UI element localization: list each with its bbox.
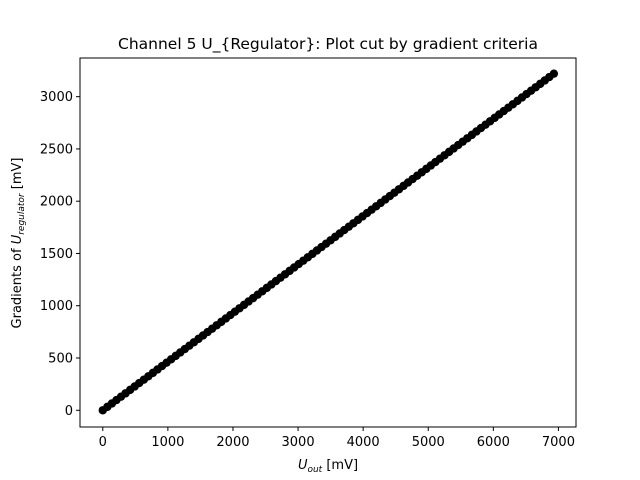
y-tick-label: 2000 [40,195,73,210]
y-tick-label: 500 [48,352,73,367]
x-tick-label: 2000 [216,435,249,450]
plot-frame [79,57,577,428]
y-tick-label: 2500 [40,142,73,157]
x-axis-label-subscript: out [307,465,322,475]
y-axis: 0 500 1000 1500 2000 2500 3000 [40,90,80,419]
x-tick-label: 0 [99,435,107,450]
x-axis-label: Uout [mV] [298,458,358,475]
y-tick-label: 1500 [40,247,73,262]
x-tick-label: 1000 [151,435,184,450]
y-axis-label-prefix: Gradients of [10,244,25,328]
data-layer [98,69,559,415]
y-axis-label: Gradients of Uregulator [mV] [10,158,27,329]
y-tick-label: 0 [65,404,73,419]
y-axis-label-unit: [mV] [10,158,25,194]
y-axis-label-subscript: regulator [17,192,27,235]
x-axis-label-unit: [mV] [322,458,358,473]
data-point [549,69,559,78]
x-tick-label: 4000 [347,435,380,450]
y-tick-label: 3000 [40,90,73,105]
x-axis-label-symbol: U [298,458,308,473]
x-axis: 0 1000 2000 3000 4000 5000 6000 7000 [99,427,575,450]
x-tick-label: 7000 [542,435,575,450]
y-axis-label-symbol: U [10,234,25,244]
x-tick-label: 3000 [282,435,315,450]
y-tick-label: 1000 [40,299,73,314]
x-tick-label: 5000 [412,435,445,450]
chart-title: Channel 5 U_{Regulator}: Plot cut by gra… [118,35,538,54]
x-tick-label: 6000 [477,435,510,450]
